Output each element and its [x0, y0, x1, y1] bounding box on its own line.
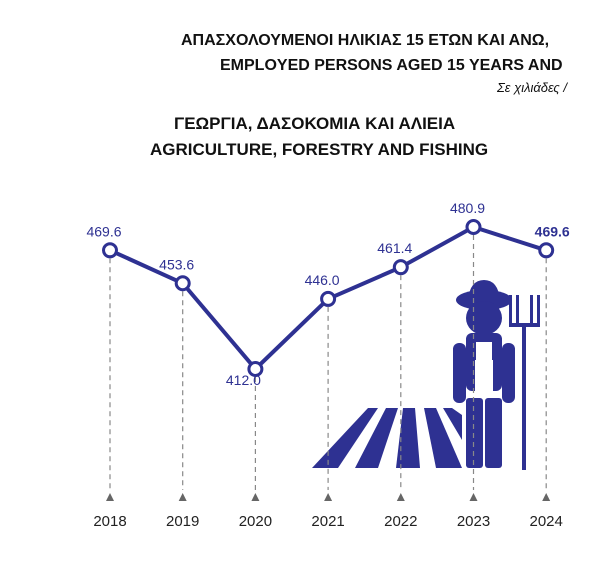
axis-tick-marker [324, 493, 333, 501]
axis-tick-marker [542, 493, 551, 501]
data-point [247, 361, 264, 377]
x-tick-label: 2024 [530, 513, 563, 530]
data-point [102, 242, 118, 259]
data-label: 469.6 [535, 223, 570, 239]
title-english: EMPLOYED PERSONS AGED 15 YEARS AND [220, 57, 563, 74]
x-tick-label: 2022 [384, 513, 417, 530]
data-label: 446.0 [305, 272, 340, 288]
data-point [174, 275, 191, 292]
farmer-icon [312, 280, 540, 470]
axis-tick-marker [178, 493, 187, 501]
data-label: 412.0 [226, 372, 261, 388]
title-greek: ΑΠΑΣΧΟΛΟΥΜΕΝΟΙ ΗΛΙΚΙΑΣ 15 ΕΤΩΝ ΚΑΙ ΑΝΩ, [181, 32, 550, 49]
x-tick-label: 2019 [166, 513, 199, 530]
x-tick-label: 2021 [311, 513, 344, 530]
data-point [320, 290, 337, 307]
data-label: 453.6 [159, 256, 194, 272]
x-tick-label: 2018 [93, 513, 126, 530]
axis-tick-marker [396, 493, 405, 501]
axis-tick-marker [469, 493, 478, 501]
chart-title: ΓΕΩΡΓΙΑ, ΔΑΣΟΚΟΜΙΑ ΚΑΙ ΑΛΙΕΙΑ [174, 114, 456, 133]
data-point [538, 242, 555, 259]
x-tick-label: 2020 [239, 513, 272, 530]
chart-subtitle: AGRICULTURE, FORESTRY AND FISHING [150, 140, 489, 159]
data-point [465, 218, 482, 235]
axis-tick-marker [251, 493, 260, 501]
axis-tick-marker [106, 493, 114, 501]
data-point [392, 259, 409, 276]
data-label: 461.4 [377, 240, 412, 256]
data-label: 469.6 [86, 223, 121, 239]
unit-label: Σε χιλιάδες / [497, 80, 567, 95]
x-tick-label: 2023 [457, 513, 490, 530]
data-label: 480.9 [450, 200, 485, 216]
